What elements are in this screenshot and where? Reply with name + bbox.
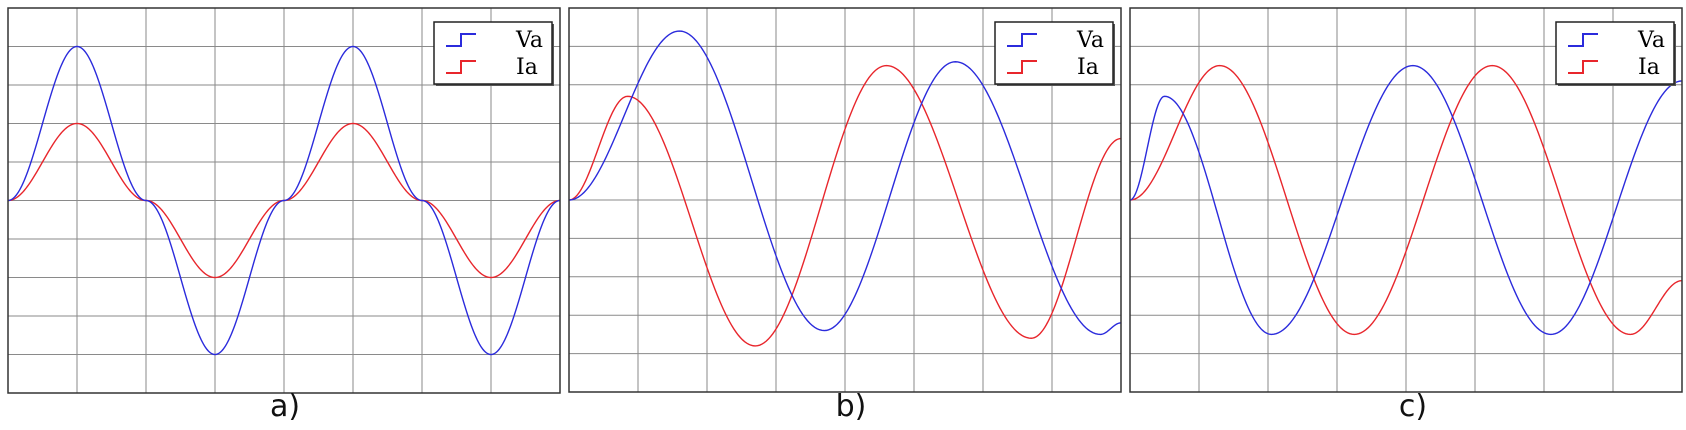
series-line-ia-b [568, 64, 1122, 347]
legend-swatch-ia [1007, 60, 1037, 74]
legend-label-ia: Ia [1077, 55, 1099, 80]
legend-label-ia: Ia [516, 55, 538, 80]
legend-swatch-ia [1568, 60, 1598, 74]
legend-label-va: Va [1076, 28, 1104, 53]
legend-swatch-va [1568, 33, 1598, 47]
plot-frame [568, 7, 1122, 393]
panel-label-b: b) [836, 389, 867, 424]
legend-box [1555, 21, 1675, 85]
legend-label-ia: Ia [1638, 55, 1660, 80]
legend-swatch-ia [446, 60, 476, 74]
legend-swatch-va [446, 33, 476, 47]
series-line-ia-c [1129, 64, 1683, 336]
legend-swatch-va [1007, 33, 1037, 47]
series-line-va-b [568, 30, 1122, 336]
legend-label-va: Va [1637, 28, 1665, 53]
legend-box [994, 21, 1114, 85]
plot-frame [7, 7, 561, 394]
legend-label-va: Va [515, 28, 543, 53]
panel-label-c: c) [1399, 389, 1427, 424]
series-line-va-c [1129, 64, 1683, 336]
panel-label-a: a) [270, 389, 300, 424]
series-line-va-a [7, 45, 561, 356]
plot-frame [1129, 7, 1683, 393]
